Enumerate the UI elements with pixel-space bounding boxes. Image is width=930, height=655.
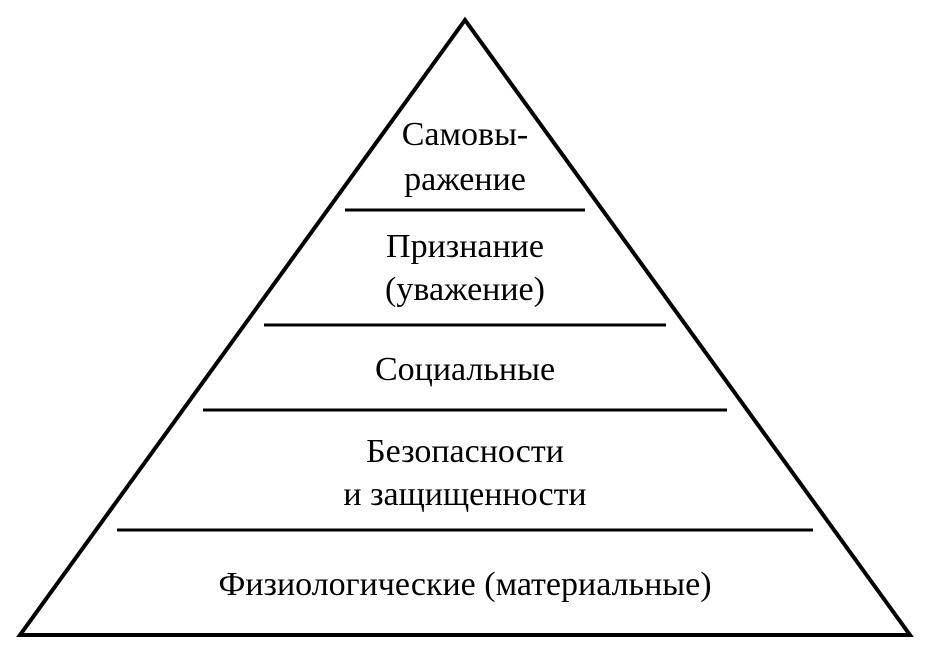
level-label-self-expression-line2: ражение (404, 161, 526, 198)
level-label-safety-line2: и защищенности (343, 476, 586, 513)
level-label-esteem-line1: Признание (386, 228, 544, 265)
level-label-safety-line1: Безопасности (366, 433, 564, 470)
pyramid-diagram: Самовы-ражение Признание (уважение) Социаль… (0, 0, 930, 655)
level-label-social: Социальные (375, 351, 555, 388)
pyramid-outline (20, 20, 910, 635)
level-label-physiological: Физиологические (материальные) (218, 566, 711, 603)
level-label-self-expression-line1: Самовы- (402, 116, 529, 153)
level-label-esteem-line2: (уважение) (385, 271, 545, 308)
